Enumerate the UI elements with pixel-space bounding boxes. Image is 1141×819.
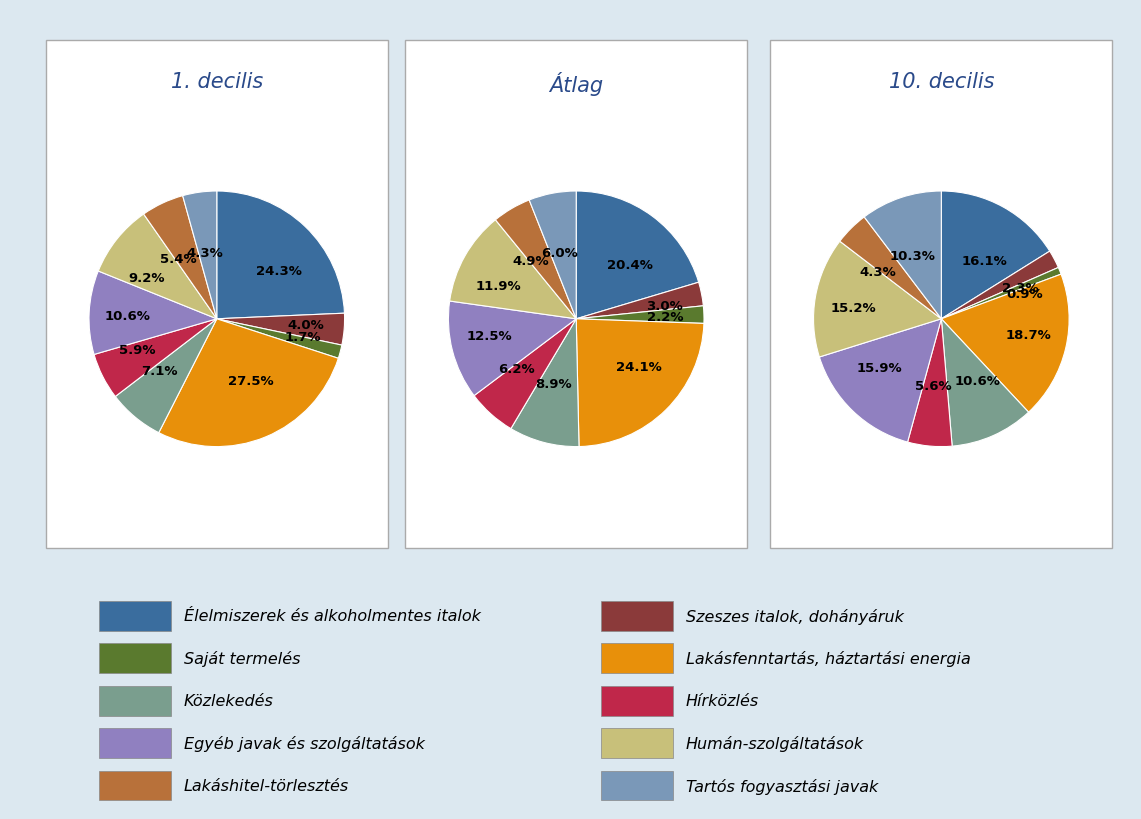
Wedge shape [840,218,941,319]
Wedge shape [941,275,1069,413]
Bar [600,601,673,631]
Wedge shape [907,319,952,447]
Bar [98,686,171,716]
Bar [98,728,171,758]
Text: Szeszes italok, dohányáruk: Szeszes italok, dohányáruk [686,608,904,624]
Wedge shape [576,319,704,447]
Bar [600,771,673,800]
Wedge shape [864,192,941,319]
Text: 27.5%: 27.5% [228,375,274,388]
Text: 2.3%: 2.3% [1002,282,1038,295]
Text: 1. decilis: 1. decilis [171,71,262,92]
Text: 5.4%: 5.4% [161,252,197,265]
Text: 10.6%: 10.6% [105,310,151,323]
Wedge shape [941,319,1028,446]
Text: 18.7%: 18.7% [1005,328,1051,342]
Bar [600,644,673,673]
Wedge shape [217,314,345,346]
Text: Saját termelés: Saját termelés [184,650,300,667]
Wedge shape [450,220,576,319]
Wedge shape [89,272,217,355]
Text: 15.2%: 15.2% [831,301,876,314]
Text: 10. decilis: 10. decilis [889,71,994,92]
Text: 10.3%: 10.3% [890,250,936,262]
Text: 3.0%: 3.0% [646,300,682,313]
Text: Humán-szolgáltatások: Humán-szolgáltatások [686,735,864,751]
Text: 9.2%: 9.2% [129,271,165,284]
Bar [98,601,171,631]
Wedge shape [115,319,217,433]
Wedge shape [576,283,703,319]
Text: 24.3%: 24.3% [256,265,301,278]
Bar [600,686,673,716]
Text: Átlag: Átlag [549,71,604,95]
Text: Élelmiszerek és alkoholmentes italok: Élelmiszerek és alkoholmentes italok [184,609,480,623]
Text: 4.3%: 4.3% [860,265,897,278]
Text: Lakásfenntartás, háztartási energia: Lakásfenntartás, háztartási energia [686,650,971,667]
Bar [98,644,171,673]
Text: 5.6%: 5.6% [915,380,952,392]
Wedge shape [576,306,704,324]
Wedge shape [495,201,576,319]
Text: 0.9%: 0.9% [1006,287,1043,301]
Wedge shape [159,319,339,447]
Text: Hírközlés: Hírközlés [686,693,759,708]
Text: 5.9%: 5.9% [119,343,155,356]
Text: 6.2%: 6.2% [499,363,535,376]
Wedge shape [941,251,1059,319]
Text: 8.9%: 8.9% [535,378,572,391]
Text: 12.5%: 12.5% [467,330,512,342]
Text: 6.0%: 6.0% [541,247,577,260]
Wedge shape [576,192,698,319]
Text: 15.9%: 15.9% [857,361,903,374]
Text: Közlekedés: Közlekedés [184,693,274,708]
Text: 4.9%: 4.9% [512,255,549,268]
Wedge shape [448,301,576,396]
Wedge shape [529,192,576,319]
Text: Egyéb javak és szolgáltatások: Egyéb javak és szolgáltatások [184,735,424,751]
Bar [600,728,673,758]
Text: 1.7%: 1.7% [285,330,322,343]
Wedge shape [183,192,217,319]
Text: Lakáshitel-törlesztés: Lakáshitel-törlesztés [184,778,349,793]
Wedge shape [474,319,576,429]
FancyBboxPatch shape [46,41,388,549]
Wedge shape [819,319,941,442]
FancyBboxPatch shape [405,41,747,549]
Wedge shape [941,268,1061,319]
Bar [98,771,171,800]
Text: 4.3%: 4.3% [186,247,224,260]
Wedge shape [511,319,578,447]
Wedge shape [217,192,345,319]
Text: 16.1%: 16.1% [962,255,1008,267]
Wedge shape [144,197,217,319]
Text: 2.2%: 2.2% [647,310,683,324]
Text: 4.0%: 4.0% [288,319,324,332]
Text: 10.6%: 10.6% [955,374,1001,387]
Text: 11.9%: 11.9% [476,280,521,293]
Wedge shape [217,319,342,359]
FancyBboxPatch shape [770,41,1112,549]
Wedge shape [94,319,217,397]
Wedge shape [98,215,217,319]
Text: 7.1%: 7.1% [141,364,178,378]
Wedge shape [941,192,1050,319]
Text: 20.4%: 20.4% [607,259,653,272]
Text: Tartós fogyasztási javak: Tartós fogyasztási javak [686,777,879,794]
Wedge shape [814,242,941,358]
Text: 24.1%: 24.1% [616,360,662,373]
